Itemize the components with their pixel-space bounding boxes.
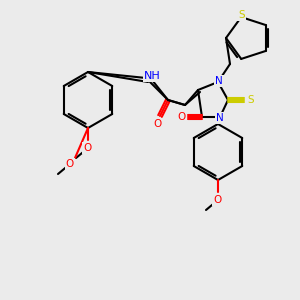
Text: O: O <box>66 159 74 169</box>
Text: S: S <box>248 95 254 105</box>
Text: N: N <box>216 113 224 123</box>
Text: O: O <box>153 119 161 129</box>
Text: S: S <box>238 10 244 20</box>
Text: O: O <box>213 195 221 205</box>
Text: N: N <box>215 76 223 86</box>
Text: O: O <box>177 112 185 122</box>
Text: O: O <box>83 143 91 153</box>
Text: NH: NH <box>144 71 160 81</box>
